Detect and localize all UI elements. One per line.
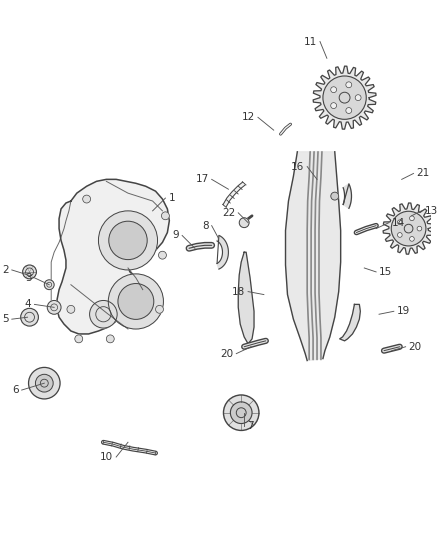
Text: 1: 1 [168,193,175,203]
Text: 2: 2 [2,265,9,275]
Circle shape [75,335,83,343]
Polygon shape [238,252,254,344]
Circle shape [21,309,39,326]
Circle shape [108,274,163,329]
Circle shape [355,95,361,101]
Circle shape [346,108,352,114]
Circle shape [331,87,336,93]
Circle shape [35,374,53,392]
Circle shape [223,395,259,431]
Circle shape [23,265,36,279]
Text: 4: 4 [25,300,32,309]
Circle shape [106,335,114,343]
Text: 20: 20 [220,349,233,359]
Circle shape [230,402,252,424]
Text: 10: 10 [100,452,113,462]
Text: 17: 17 [195,174,209,184]
Text: 22: 22 [222,208,235,218]
Circle shape [417,226,422,231]
Text: 7: 7 [247,421,254,431]
Circle shape [155,305,163,313]
Text: 19: 19 [397,306,410,316]
Circle shape [162,212,170,220]
Polygon shape [340,304,360,341]
Circle shape [323,76,366,119]
Polygon shape [343,184,351,208]
Text: 8: 8 [202,221,209,231]
Text: 20: 20 [409,342,422,352]
Circle shape [239,218,249,228]
Circle shape [83,195,91,203]
Text: 3: 3 [25,273,32,283]
Text: 18: 18 [232,287,245,296]
Text: 6: 6 [12,385,19,395]
Circle shape [67,305,75,313]
Polygon shape [313,66,376,129]
Text: 16: 16 [291,161,304,172]
Text: 14: 14 [392,217,405,228]
Text: 12: 12 [242,112,255,123]
Circle shape [47,301,61,314]
Text: 11: 11 [304,37,317,46]
Circle shape [397,220,402,224]
Circle shape [331,103,336,109]
Circle shape [410,237,414,241]
Circle shape [99,211,158,270]
Polygon shape [383,203,434,254]
Polygon shape [57,180,170,334]
Circle shape [397,232,402,237]
Circle shape [331,192,339,200]
Circle shape [346,82,352,88]
Polygon shape [286,152,341,360]
Polygon shape [217,236,228,269]
Circle shape [90,301,117,328]
Circle shape [28,367,60,399]
Text: 5: 5 [2,314,9,324]
Circle shape [391,211,426,246]
Text: 13: 13 [424,206,438,216]
Circle shape [44,280,54,289]
Circle shape [109,221,147,260]
Text: 9: 9 [173,230,179,240]
Text: 15: 15 [379,267,392,277]
Circle shape [410,216,414,221]
Circle shape [159,251,166,259]
Text: 21: 21 [417,168,430,179]
Circle shape [118,284,154,319]
